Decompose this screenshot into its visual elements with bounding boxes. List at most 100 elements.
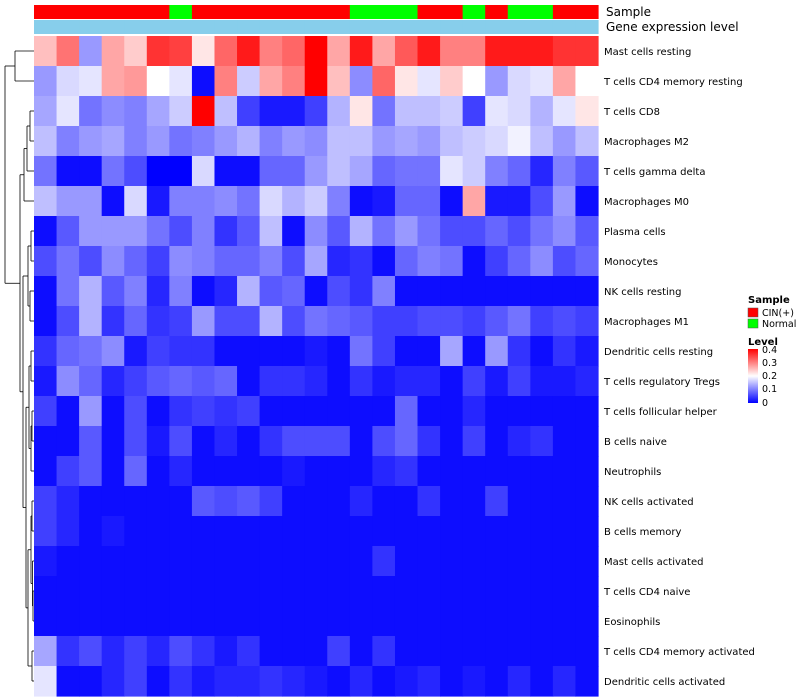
heatmap-cell <box>214 216 238 247</box>
heatmap-cell <box>349 666 373 697</box>
heatmap-cell <box>417 636 441 667</box>
sample-annotation-cell <box>575 5 599 19</box>
heatmap-cell <box>34 636 58 667</box>
heatmap-cell <box>124 126 148 157</box>
heatmap-cell <box>417 576 441 607</box>
heatmap-cell <box>462 396 486 427</box>
heatmap-cell <box>124 306 148 337</box>
row-label: Mast cells activated <box>604 557 703 568</box>
heatmap-cell <box>485 516 509 547</box>
heatmap-cell <box>146 246 170 277</box>
heatmap-cell <box>259 456 283 487</box>
heatmap-cell <box>485 666 509 697</box>
heatmap-cell <box>259 576 283 607</box>
heatmap-cell <box>440 426 464 457</box>
heatmap-cell <box>237 456 261 487</box>
heatmap-cell <box>394 126 419 157</box>
heatmap-cell <box>417 186 441 217</box>
heatmap-cell <box>124 156 148 187</box>
heatmap-cell <box>327 126 351 157</box>
heatmap-cell <box>304 516 328 547</box>
heatmap-cell <box>349 426 373 457</box>
heatmap-cell <box>237 546 261 577</box>
heatmap-cell <box>56 516 80 547</box>
heatmap-cell <box>304 66 328 97</box>
heatmap-cell <box>34 546 58 577</box>
heatmap-cell <box>124 276 148 307</box>
heatmap-cell <box>304 396 328 427</box>
heatmap-cell <box>191 516 216 547</box>
expression-annotation-cell <box>304 20 328 34</box>
heatmap-cell <box>575 486 599 517</box>
heatmap-cell <box>417 276 441 307</box>
heatmap-cell <box>349 66 373 97</box>
heatmap-cell <box>304 126 328 157</box>
heatmap-cell <box>124 36 148 67</box>
heatmap-cell <box>530 246 554 277</box>
heatmap-cell <box>575 396 599 427</box>
heatmap-cell <box>327 276 351 307</box>
heatmap-cell <box>349 156 373 187</box>
heatmap-cell <box>34 336 58 367</box>
heatmap-cell <box>214 276 238 307</box>
heatmap-cell <box>304 336 328 367</box>
heatmap-cell <box>34 156 58 187</box>
sample-annotation-cell <box>34 5 58 19</box>
heatmap-cell <box>169 366 193 397</box>
heatmap-cell <box>507 576 531 607</box>
heatmap-cell <box>417 216 441 247</box>
heatmap-cell <box>214 336 238 367</box>
heatmap-cell <box>507 216 531 247</box>
heatmap-cell <box>169 576 193 607</box>
heatmap-cell <box>56 336 80 367</box>
heatmap-cell <box>394 456 419 487</box>
heatmap-cell <box>79 186 103 217</box>
heatmap-cell <box>79 216 103 247</box>
heatmap-cell <box>507 456 531 487</box>
heatmap-cell <box>440 606 464 637</box>
heatmap-cell <box>394 216 419 247</box>
heatmap-cell <box>327 336 351 367</box>
heatmap-cell <box>417 396 441 427</box>
heatmap-cell <box>440 546 464 577</box>
heatmap-cell <box>237 606 261 637</box>
heatmap-cell <box>327 666 351 697</box>
heatmap-cell <box>282 456 306 487</box>
heatmap-cell <box>34 456 58 487</box>
heatmap-cell <box>214 306 238 337</box>
heatmap-cell <box>124 336 148 367</box>
heatmap-cell <box>372 66 396 97</box>
heatmap-cell <box>417 246 441 277</box>
heatmap-cell <box>507 36 531 67</box>
heatmap-cell <box>485 336 509 367</box>
heatmap-cell <box>372 366 396 397</box>
heatmap-cell <box>304 546 328 577</box>
heatmap-cell <box>372 246 396 277</box>
heatmap-cell <box>552 546 577 577</box>
heatmap-cell <box>417 456 441 487</box>
heatmap-cell <box>304 486 328 517</box>
sample-annotation-cell <box>304 5 328 19</box>
legend-tick-label: 0.3 <box>762 358 777 369</box>
heatmap-cell <box>462 606 486 637</box>
heatmap-cell <box>214 636 238 667</box>
heatmap-cell <box>485 486 509 517</box>
expression-annotation-cell <box>56 20 80 34</box>
heatmap-cell <box>191 186 216 217</box>
legend-level-title: Level <box>748 337 778 348</box>
expression-annotation-cell <box>327 20 351 34</box>
expression-annotation-cell <box>507 20 531 34</box>
sample-annotation-label: Sample <box>606 5 651 19</box>
row-label: T cells regulatory Tregs <box>603 377 720 388</box>
sample-annotation-cell <box>440 5 464 19</box>
heatmap-cell <box>394 546 419 577</box>
heatmap-cell <box>485 96 509 127</box>
heatmap-cell <box>191 456 216 487</box>
heatmap-cell <box>349 246 373 277</box>
heatmap-cell <box>56 456 80 487</box>
heatmap-cell <box>259 366 283 397</box>
heatmap-cell <box>237 36 261 67</box>
sample-annotation-cell <box>146 5 170 19</box>
heatmap-cell <box>146 126 170 157</box>
heatmap-cell <box>282 486 306 517</box>
